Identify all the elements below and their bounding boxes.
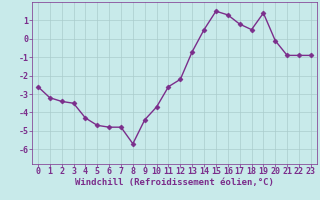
X-axis label: Windchill (Refroidissement éolien,°C): Windchill (Refroidissement éolien,°C) [75, 178, 274, 187]
